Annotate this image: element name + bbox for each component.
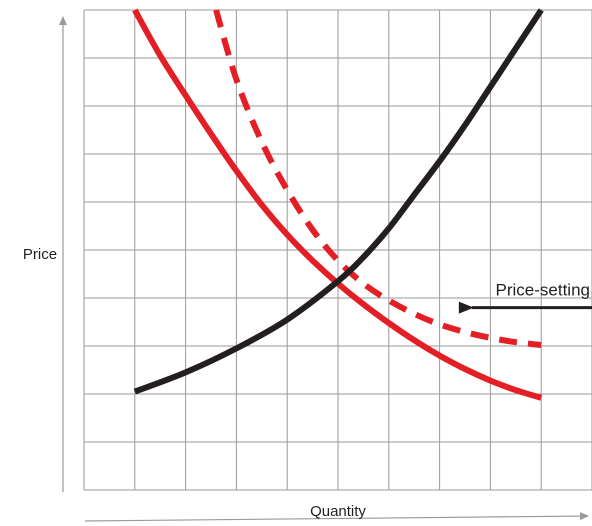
shifted-demand-curve xyxy=(213,9,542,348)
price-setting-label: Price-setting xyxy=(496,281,590,300)
y-axis-label: Price xyxy=(23,246,57,263)
grid xyxy=(84,9,592,490)
x-axis-arrow xyxy=(84,512,589,522)
supply-curve xyxy=(133,8,544,395)
series-layer xyxy=(132,8,544,401)
x-axis-label: Quantity xyxy=(310,503,366,520)
